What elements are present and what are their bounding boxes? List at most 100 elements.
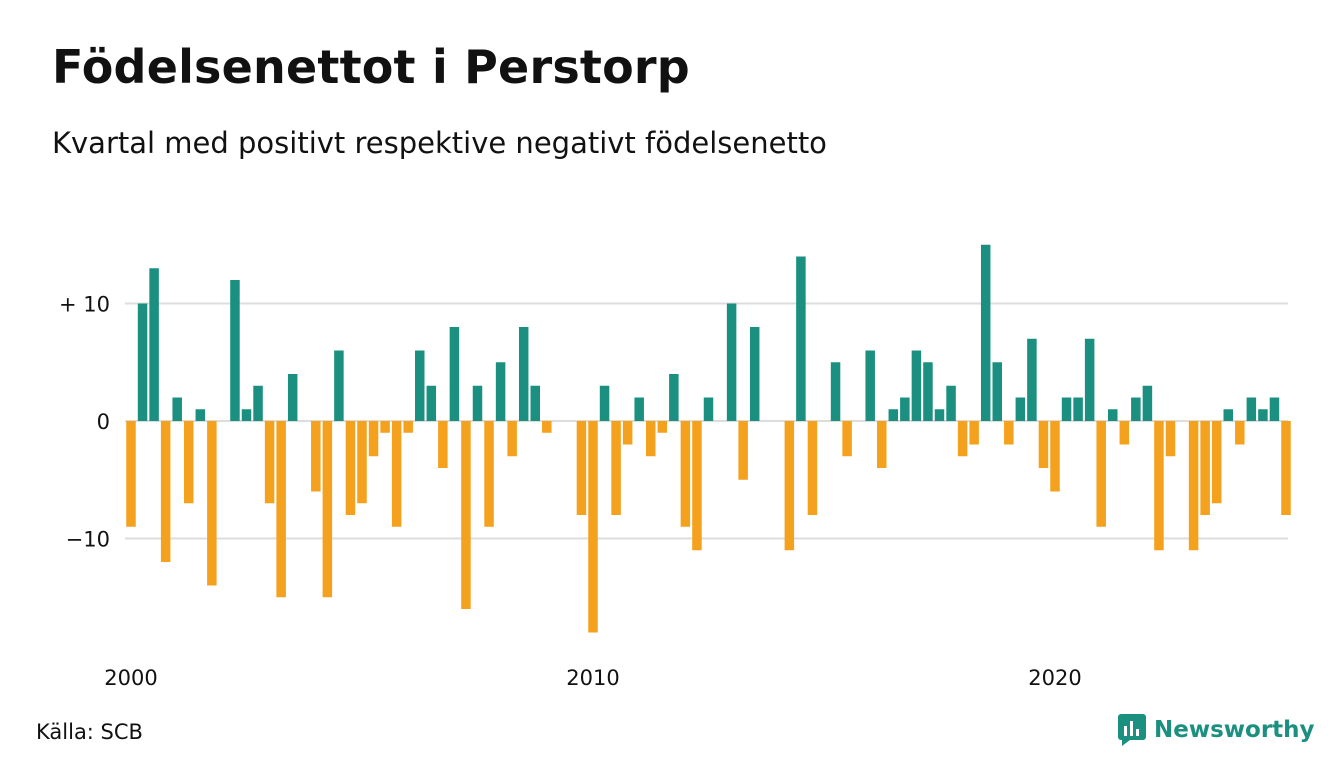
bar-negative bbox=[380, 421, 390, 433]
bar-positive bbox=[980, 244, 991, 421]
bar-positive bbox=[634, 397, 644, 421]
bar-positive bbox=[992, 362, 1002, 421]
bar-negative bbox=[403, 421, 413, 433]
bar-negative bbox=[461, 421, 471, 609]
bar-negative bbox=[345, 421, 356, 515]
bar-negative bbox=[438, 421, 448, 468]
y-tick-label: −10 bbox=[66, 528, 110, 552]
bar-positive bbox=[888, 409, 899, 421]
bar-positive bbox=[1258, 409, 1268, 421]
bar-negative bbox=[542, 421, 552, 433]
bar-positive bbox=[1084, 338, 1095, 421]
bar-negative bbox=[1004, 421, 1014, 445]
bar-positive bbox=[934, 409, 945, 421]
bar-positive bbox=[946, 385, 956, 421]
bar-positive bbox=[530, 385, 540, 421]
newsworthy-logo-icon bbox=[1118, 714, 1146, 746]
bar-positive bbox=[253, 385, 263, 421]
bar-positive bbox=[334, 350, 344, 421]
bar-positive bbox=[669, 374, 679, 421]
bar-negative bbox=[1119, 421, 1130, 445]
bar-negative bbox=[322, 421, 333, 598]
bar-positive bbox=[749, 327, 760, 421]
bar-negative bbox=[842, 421, 852, 457]
bar-negative bbox=[807, 421, 818, 515]
bar-negative bbox=[391, 421, 402, 527]
bar-positive bbox=[287, 374, 298, 421]
bar-negative bbox=[311, 421, 321, 492]
bar-positive bbox=[900, 397, 910, 421]
bar-positive bbox=[1015, 397, 1026, 421]
bar-positive bbox=[1246, 397, 1257, 421]
brand: Newsworthy bbox=[1118, 714, 1315, 746]
bar-positive bbox=[1131, 397, 1141, 421]
bar-negative bbox=[738, 421, 748, 480]
bar-positive bbox=[472, 385, 483, 421]
bar-negative bbox=[1038, 421, 1049, 468]
bar-negative bbox=[126, 421, 136, 527]
bar-positive bbox=[796, 256, 806, 421]
bar-negative bbox=[1211, 421, 1222, 504]
bar-negative bbox=[507, 421, 517, 457]
bar-positive bbox=[830, 362, 841, 421]
bar-positive bbox=[172, 397, 182, 421]
bar-positive bbox=[911, 350, 922, 421]
bar-positive bbox=[865, 350, 875, 421]
bar-positive bbox=[1108, 409, 1118, 421]
bar-negative bbox=[368, 421, 379, 457]
y-tick-label: + 10 bbox=[59, 293, 110, 317]
bar-negative bbox=[1188, 421, 1199, 551]
x-axis-tick-labels: 2000 2010 2020 bbox=[104, 666, 1081, 690]
bars bbox=[126, 244, 1291, 633]
bar-positive bbox=[241, 409, 252, 421]
bar-chart: + 10 0 −10 2000 2010 2020 bbox=[59, 244, 1291, 690]
bar-positive bbox=[726, 303, 737, 421]
bar-positive bbox=[195, 409, 206, 421]
bar-negative bbox=[969, 421, 979, 445]
brand-name: Newsworthy bbox=[1154, 717, 1315, 743]
bar-negative bbox=[484, 421, 494, 527]
bar-negative bbox=[357, 421, 367, 504]
bar-negative bbox=[784, 421, 795, 551]
bar-negative bbox=[1165, 421, 1176, 457]
bar-positive bbox=[426, 385, 437, 421]
bar-negative bbox=[611, 421, 621, 515]
bar-negative bbox=[160, 421, 171, 562]
bar-negative bbox=[1281, 421, 1291, 515]
bar-negative bbox=[588, 421, 598, 633]
bar-negative bbox=[276, 421, 286, 598]
bar-negative bbox=[646, 421, 656, 457]
bar-positive bbox=[923, 362, 933, 421]
chart-subtitle: Kvartal med positivt respektive negativt… bbox=[52, 126, 827, 160]
bar-positive bbox=[703, 397, 714, 421]
bar-positive bbox=[149, 268, 159, 421]
bar-negative bbox=[957, 421, 968, 457]
bar-positive bbox=[1142, 385, 1153, 421]
bar-negative bbox=[1200, 421, 1210, 515]
bar-negative bbox=[1050, 421, 1060, 492]
bar-negative bbox=[207, 421, 217, 586]
bar-negative bbox=[1235, 421, 1245, 445]
bar-positive bbox=[449, 327, 460, 421]
x-tick-label: 2020 bbox=[1028, 666, 1081, 690]
x-tick-label: 2010 bbox=[566, 666, 619, 690]
bar-negative bbox=[264, 421, 275, 504]
y-axis-tick-labels: + 10 0 −10 bbox=[59, 293, 110, 552]
bar-negative bbox=[1096, 421, 1106, 527]
bar-positive bbox=[1269, 397, 1280, 421]
bar-negative bbox=[680, 421, 691, 527]
bar-negative bbox=[1154, 421, 1164, 551]
bar-positive bbox=[599, 385, 610, 421]
bar-positive bbox=[415, 350, 425, 421]
bar-positive bbox=[137, 303, 148, 421]
x-tick-label: 2000 bbox=[104, 666, 157, 690]
bar-positive bbox=[1073, 397, 1083, 421]
bar-negative bbox=[877, 421, 887, 468]
bar-negative bbox=[657, 421, 668, 433]
bar-negative bbox=[184, 421, 194, 504]
bar-positive bbox=[1223, 409, 1233, 421]
bar-positive bbox=[495, 362, 506, 421]
bar-positive bbox=[518, 327, 529, 421]
bar-negative bbox=[622, 421, 633, 445]
source-label: Källa: SCB bbox=[36, 720, 143, 744]
